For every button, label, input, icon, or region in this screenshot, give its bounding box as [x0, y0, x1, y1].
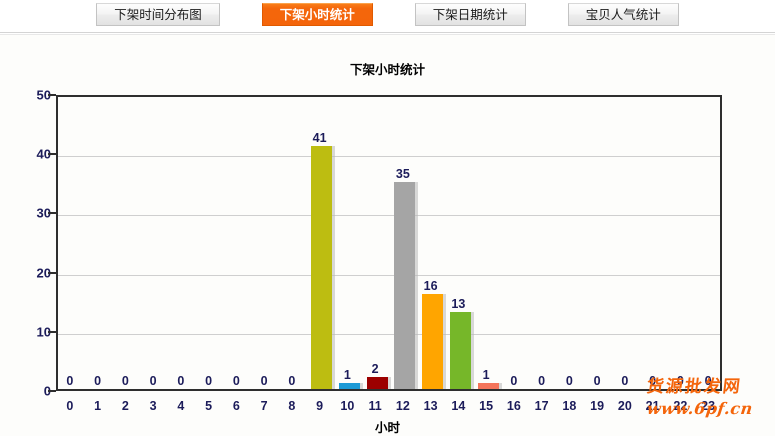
tab-shelf-date-stats[interactable]: 下架日期统计 — [414, 3, 526, 26]
bar-value-label: 1 — [482, 368, 490, 383]
bar-hour-12[interactable] — [394, 181, 416, 389]
y-axis-tick-label: 0 — [0, 384, 51, 399]
gridline — [58, 156, 720, 158]
tab-label: 下架时间分布图 — [114, 8, 202, 22]
tab-shelf-hour-stats[interactable]: 下架小时统计 — [261, 3, 373, 26]
x-axis-tick-label-13: 13 — [423, 399, 438, 413]
bar-value-label: 0 — [205, 374, 213, 388]
x-axis-tick-label-23: 23 — [701, 399, 716, 413]
y-axis-tick-mark — [48, 330, 56, 333]
bar-hour-11[interactable] — [366, 377, 388, 389]
bar-value-label: 0 — [649, 374, 657, 388]
y-axis-tick-mark — [48, 212, 56, 215]
y-axis-tick-label: 10 — [36, 324, 51, 340]
bar-hour-10[interactable] — [338, 383, 360, 389]
chart-title: 下架小时统计 — [349, 63, 425, 77]
x-axis-tick-label-12: 12 — [395, 399, 410, 413]
x-axis-tick-label-9: 9 — [316, 399, 324, 413]
y-axis-tick-mark — [48, 153, 56, 156]
tab-bar: 下架时间分布图 下架小时统计 下架日期统计 宝贝人气统计 — [0, 0, 775, 31]
bar-value-label: 0 — [288, 374, 296, 388]
y-axis-tick-label: 50 — [36, 87, 51, 103]
bar-hour-15[interactable] — [477, 383, 499, 389]
tab-shelf-time-distribution[interactable]: 下架时间分布图 — [96, 3, 220, 26]
x-axis-tick-label-6: 6 — [232, 399, 240, 413]
bar-value-label: 35 — [395, 166, 410, 181]
y-axis-tick-label: 30 — [36, 205, 51, 221]
bar-value-label: 0 — [565, 374, 573, 388]
bar-value-label: 0 — [149, 374, 157, 388]
y-axis-tick-mark — [48, 271, 56, 274]
y-axis-tick-label: 40 — [36, 146, 51, 162]
plot-area — [56, 95, 722, 391]
bar-value-label: 0 — [510, 374, 518, 388]
x-axis-tick-label-10: 10 — [340, 399, 355, 413]
bar-value-label: 0 — [66, 374, 74, 388]
y-axis-tick-mark — [48, 390, 56, 392]
bar-value-label: 0 — [94, 374, 102, 388]
x-axis-tick-label-21: 21 — [645, 399, 660, 413]
x-axis-title: 小时 — [374, 421, 400, 435]
bar-value-label: 0 — [260, 374, 268, 388]
x-axis-tick-label-3: 3 — [149, 399, 157, 413]
x-axis-tick-label-18: 18 — [562, 399, 577, 413]
x-axis-tick-label-1: 1 — [94, 399, 102, 413]
tab-item-popularity-stats[interactable]: 宝贝人气统计 — [567, 3, 679, 26]
bar-value-label: 13 — [451, 297, 466, 312]
x-axis-tick-label-19: 19 — [590, 399, 605, 413]
x-axis-tick-label-4: 4 — [177, 399, 185, 413]
chart-container: 下架小时统计 01020304050 012345678910111213141… — [0, 35, 775, 436]
x-axis-tick-label-7: 7 — [260, 399, 268, 413]
bar-hour-13[interactable] — [422, 294, 444, 389]
x-axis-tick-label-15: 15 — [479, 399, 494, 413]
bar-value-label: 0 — [704, 374, 712, 388]
x-axis-tick-label-0: 0 — [66, 399, 74, 413]
bar-value-label: 16 — [423, 279, 438, 294]
bar-value-label: 0 — [621, 374, 629, 388]
x-axis-tick-label-11: 11 — [368, 399, 382, 413]
tabbar-divider-secondary — [0, 34, 775, 35]
y-axis-tick-label: 20 — [36, 265, 51, 281]
bar-hour-14[interactable] — [449, 312, 471, 389]
bar-value-label: 0 — [593, 374, 601, 388]
x-axis-tick-label-20: 20 — [617, 399, 632, 413]
bar-value-label: 0 — [177, 374, 185, 388]
tabbar-divider — [0, 32, 775, 33]
x-axis-tick-label-2: 2 — [121, 399, 129, 413]
x-axis-tick-label-8: 8 — [288, 399, 296, 413]
gridline — [58, 333, 720, 335]
x-axis-tick-label-17: 17 — [534, 399, 549, 413]
y-axis-tick-mark — [48, 94, 56, 96]
x-axis-tick-label-22: 22 — [673, 399, 688, 413]
bar-hour-9[interactable] — [311, 146, 333, 389]
bar-value-label: 0 — [676, 374, 684, 388]
bar-value-label: 0 — [232, 374, 240, 388]
bar-value-label: 41 — [312, 131, 327, 146]
tab-label: 宝贝人气统计 — [585, 8, 661, 22]
x-axis-tick-label-5: 5 — [205, 399, 213, 413]
bar-value-label: 2 — [371, 362, 379, 377]
x-axis-tick-label-14: 14 — [451, 399, 466, 413]
bar-value-label: 1 — [343, 368, 351, 383]
x-axis-tick-label-16: 16 — [506, 399, 521, 413]
gridline — [58, 274, 720, 276]
bar-value-label: 0 — [538, 374, 546, 388]
tab-label: 下架日期统计 — [432, 8, 508, 22]
tab-label: 下架小时统计 — [279, 8, 355, 22]
bar-value-label: 0 — [121, 374, 129, 388]
gridline — [58, 215, 720, 217]
